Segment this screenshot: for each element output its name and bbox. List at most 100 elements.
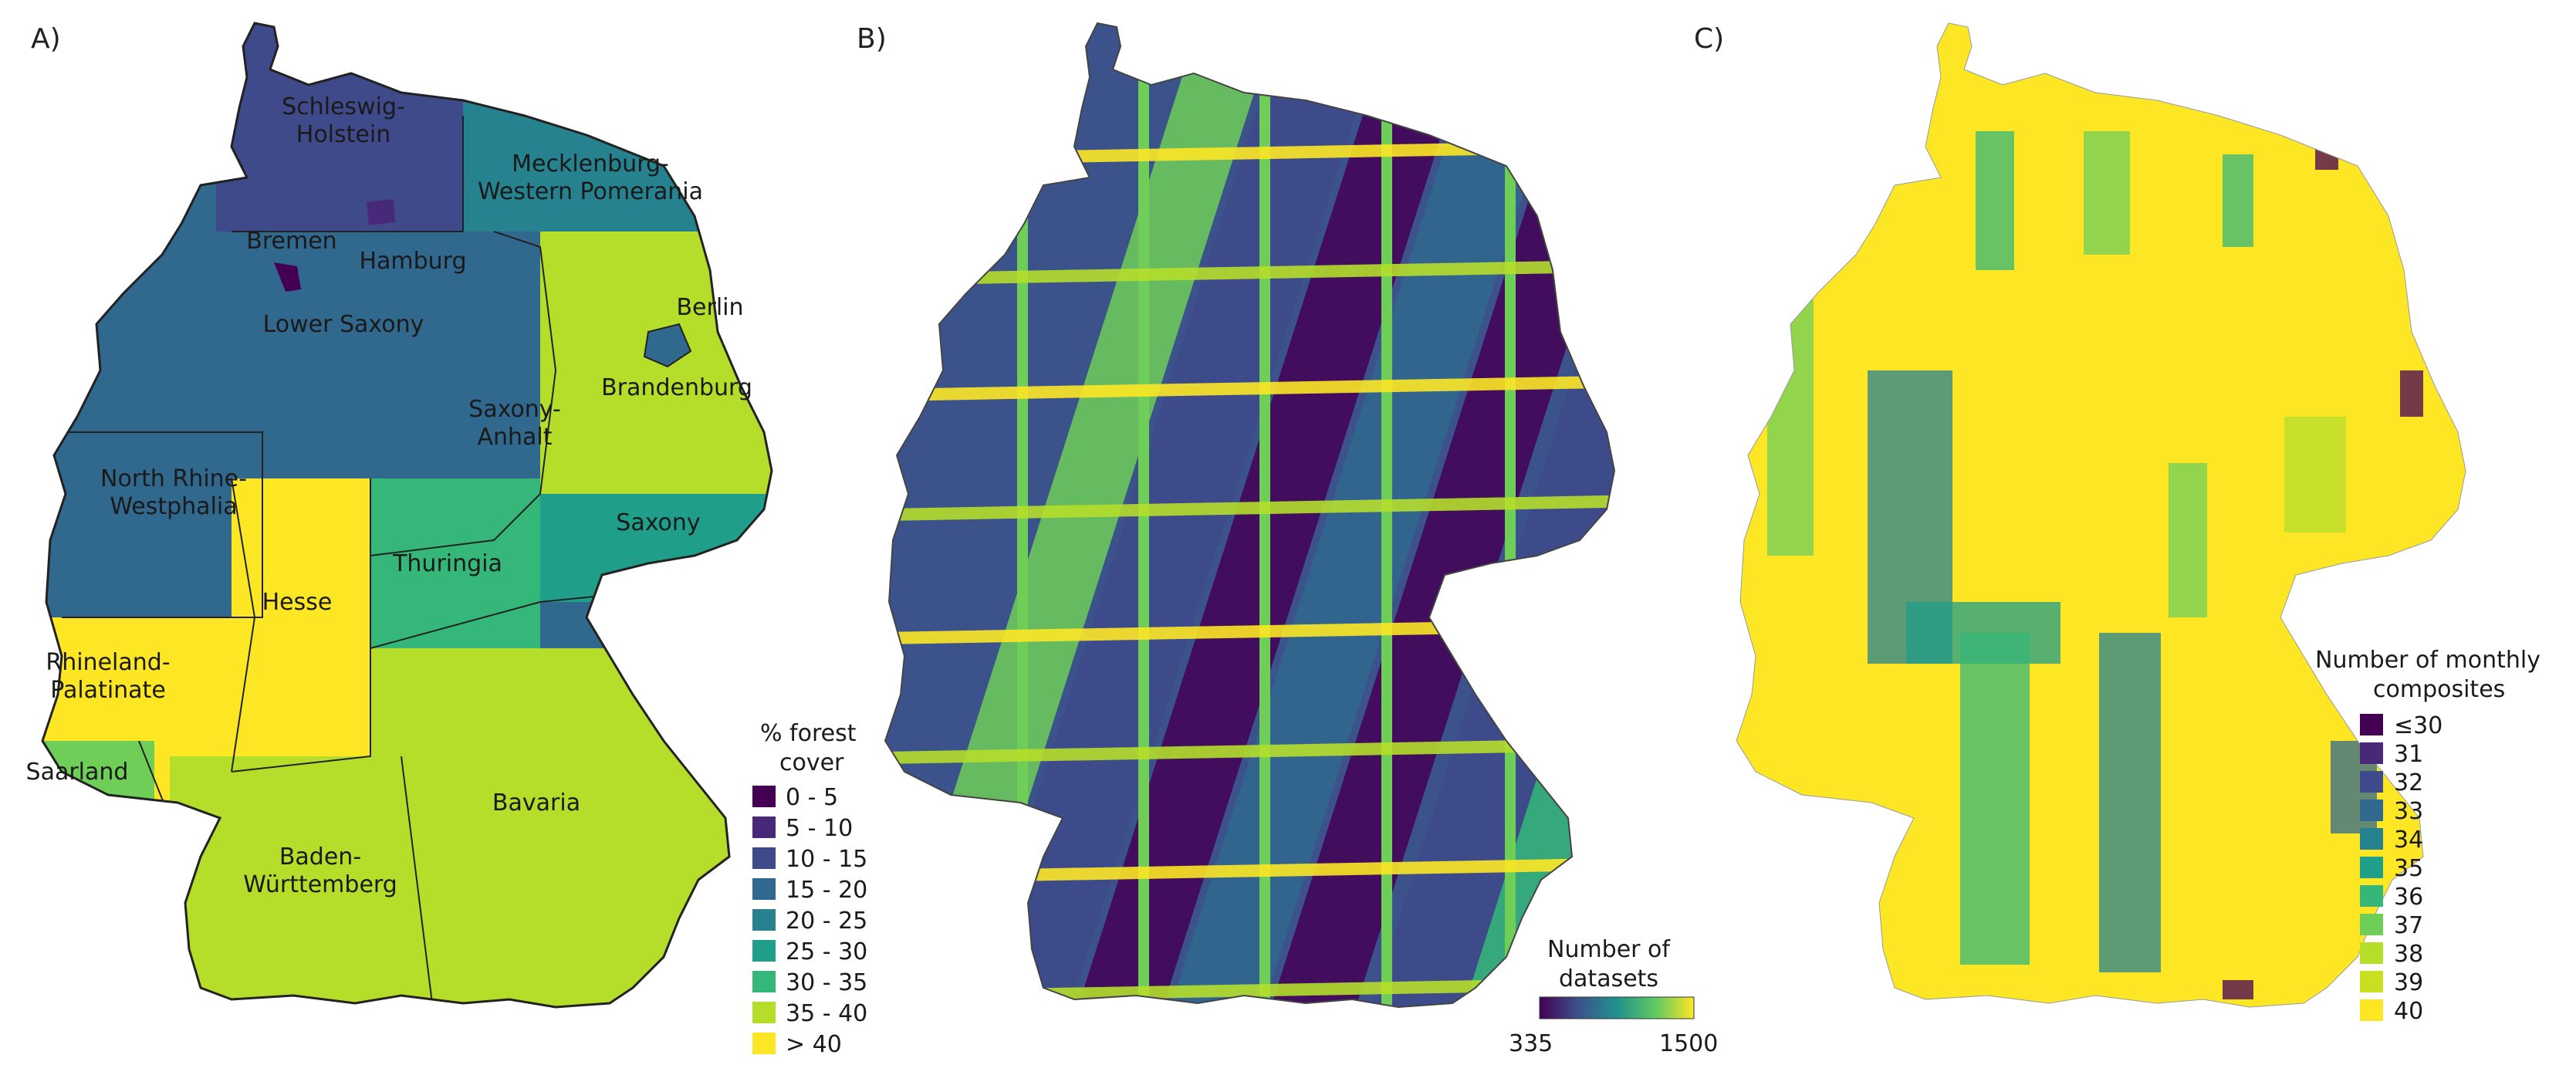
composites-legend-title-line2: composites — [2373, 676, 2505, 703]
state-label: Thuringia — [392, 550, 502, 577]
state-label: Württemberg — [243, 871, 397, 898]
raster-patch — [2099, 633, 2161, 972]
panel-a-forest-cover-map: A) Schleswig-Holstein Mecklenburg-Western… — [26, 22, 867, 1058]
state-label: Bremen — [246, 228, 336, 255]
composites-legend-swatch — [2360, 742, 2383, 764]
raster-patch — [2400, 370, 2423, 417]
composites-legend-label: 36 — [2394, 884, 2423, 911]
composites-legend-label: 33 — [2394, 798, 2423, 825]
region-fill-hamburg — [367, 199, 395, 225]
composites-legend-label: 40 — [2394, 998, 2423, 1025]
legend-label: 25 - 30 — [786, 938, 867, 965]
state-label: Saarland — [26, 759, 129, 786]
horizontal-stripe — [885, 494, 1614, 522]
state-label: Bavaria — [492, 789, 580, 816]
panel-c-letter: C) — [1694, 23, 1724, 55]
horizontal-stripe — [885, 374, 1614, 402]
diagonal-swath — [1435, 23, 1614, 1007]
composites-legend-label: 35 — [2394, 855, 2423, 882]
raster-patch — [1767, 232, 1814, 556]
legend-label: 30 - 35 — [786, 969, 867, 996]
legend-swatch — [752, 971, 776, 992]
colorbar-min-label: 335 — [1509, 1030, 1553, 1057]
composites-legend-label: 38 — [2394, 941, 2423, 968]
composites-legend-label: 32 — [2394, 769, 2423, 796]
composites-legend-swatch — [2360, 714, 2383, 735]
composites-legend: Number of monthly composites ≤3031323334… — [2315, 647, 2541, 1025]
horizontal-stripe — [885, 737, 1614, 765]
region-fill-thuringia — [370, 478, 540, 648]
composites-legend-swatch — [2360, 971, 2383, 992]
raster-patch — [2223, 980, 2253, 999]
region-fill-berlin — [643, 323, 692, 368]
vertical-stripe — [1017, 23, 1028, 1007]
vertical-stripe — [1138, 23, 1149, 1007]
state-label: Anhalt — [477, 424, 552, 451]
legend-label: 0 - 5 — [786, 784, 838, 811]
state-borders — [62, 116, 695, 1004]
vertical-stripe — [1505, 23, 1516, 1007]
legend-items: 0 - 5 5 - 10 10 - 15 15 - 20 20 - 25 25 - 30 3… — [752, 784, 867, 1058]
legend-title-line2: cover — [779, 749, 844, 776]
raster-patch — [2223, 154, 2253, 247]
composites-legend-swatch — [2360, 914, 2383, 935]
legend-label: 5 - 10 — [786, 815, 853, 842]
composites-legend-label: 34 — [2394, 827, 2423, 854]
raster-patch — [1821, 849, 1875, 1003]
horizontal-stripe — [885, 259, 1614, 286]
legend-swatch — [752, 1002, 776, 1023]
composites-legend-swatch — [2360, 885, 2383, 907]
panel-a-letter: A) — [31, 23, 61, 55]
composites-legend-label: 39 — [2394, 969, 2423, 996]
region-fill-north-rhine — [42, 432, 262, 617]
legend-label: > 40 — [786, 1031, 842, 1058]
composites-legend-swatch — [2360, 800, 2383, 821]
panel-b-letter: B) — [857, 23, 887, 55]
raster-patch — [2284, 417, 2346, 532]
state-label: Saxony — [616, 509, 700, 536]
raster-patch — [1960, 633, 2030, 965]
legend-swatch — [752, 847, 776, 869]
state-label: Schleswig- — [282, 93, 405, 120]
legend-swatch — [752, 816, 776, 838]
composites-legend-swatch — [2360, 999, 2383, 1021]
legend-swatch — [752, 1033, 776, 1054]
diagonal-swath — [1142, 23, 1590, 1007]
raster-patch — [2084, 131, 2130, 255]
state-label: Brandenburg — [601, 374, 752, 401]
state-label: Berlin — [676, 294, 743, 321]
raster-patch — [2315, 139, 2338, 170]
state-label: Hesse — [262, 589, 333, 616]
region-fill-bremen — [274, 262, 301, 292]
legend-swatch — [752, 909, 776, 931]
composites-legend-swatch — [2360, 828, 2383, 850]
raster-patch — [1760, 965, 1798, 1003]
legend-swatch — [752, 940, 776, 962]
legend-label: 20 - 25 — [786, 908, 867, 935]
legend-label: 35 - 40 — [786, 1000, 867, 1027]
state-label: Holstein — [296, 121, 390, 148]
diagonal-swath — [1343, 23, 1614, 1007]
raster-patch — [1976, 131, 2014, 270]
region-fill-baden-wuerttemberg — [170, 756, 401, 1007]
state-label: Westphalia — [110, 493, 237, 520]
vertical-stripe — [1259, 23, 1270, 1007]
state-label: North Rhine- — [100, 465, 247, 492]
colorbar-max-label: 1500 — [1659, 1030, 1718, 1057]
state-label: Hamburg — [359, 248, 466, 275]
state-label: Mecklenburg- — [512, 150, 669, 177]
state-label: Baden- — [279, 844, 361, 871]
legend-title-line1: % forest — [760, 720, 857, 747]
composites-legend-title-line1: Number of monthly — [2315, 647, 2541, 674]
composites-legend-label: 31 — [2394, 741, 2423, 768]
colorbar-gradient — [1539, 996, 1695, 1019]
legend-swatch — [752, 878, 776, 900]
legend-label: 15 - 20 — [786, 877, 867, 904]
horizontal-stripe — [885, 857, 1614, 884]
composites-legend-label: ≤30 — [2394, 712, 2442, 739]
composites-legend-swatch — [2360, 771, 2383, 793]
vertical-stripe — [1381, 23, 1392, 1007]
panel-c-monthly-composites-map: C) Number of monthly composites ≤3031323… — [1694, 22, 2541, 1025]
state-label: Rhineland- — [46, 649, 170, 676]
